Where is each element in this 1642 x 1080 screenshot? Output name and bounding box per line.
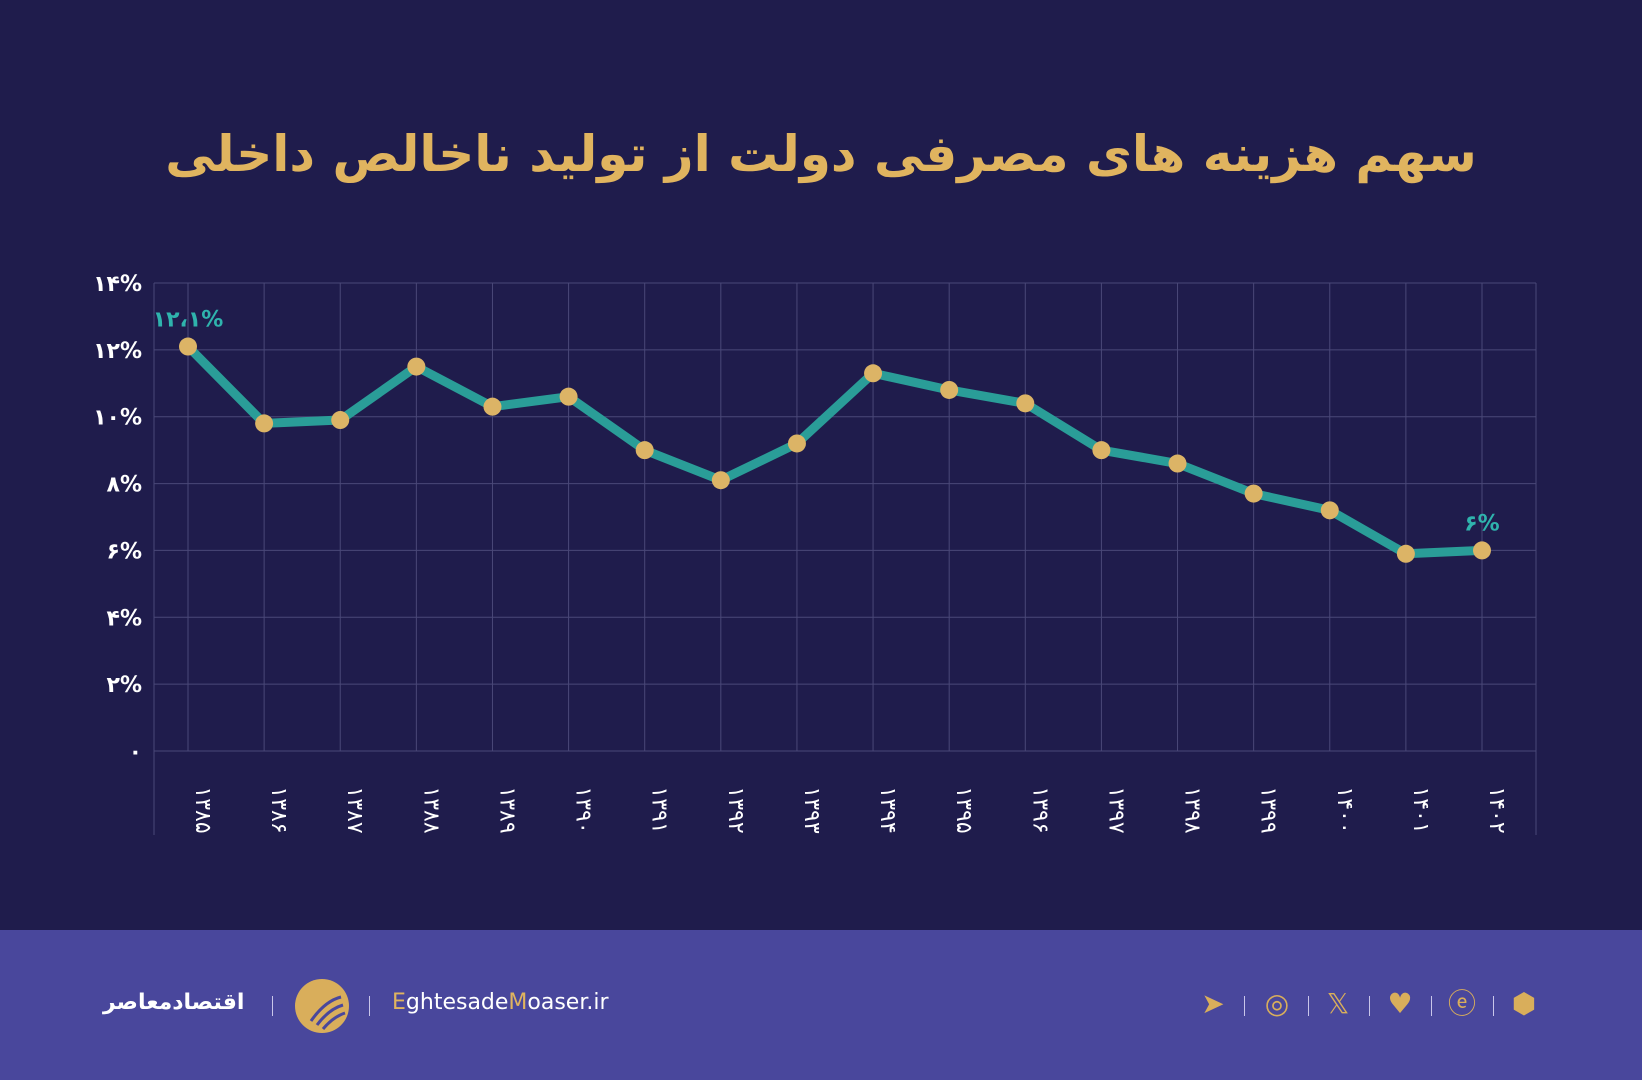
y-tick-label: ۱۰%	[93, 406, 142, 431]
brand-logo	[295, 979, 349, 1033]
x-tick-label: ۱۳۸۵	[190, 786, 215, 833]
website-link[interactable]: EghtesadeMoaser.ir	[392, 990, 609, 1015]
y-tick-label: ۱۲%	[93, 339, 142, 364]
data-point	[1168, 454, 1187, 473]
x-tick-label: ۱۳۹۷	[1103, 786, 1128, 833]
data-point	[179, 337, 197, 356]
data-point	[255, 414, 274, 433]
footer: اقتصادمعاصر EghtesadeMoaser.ir ➤ ◎ 𝕏 ♥ ⓔ ⬢	[0, 930, 1642, 1080]
data-point	[1320, 501, 1339, 520]
x-tick-label: ۱۳۹۴	[875, 786, 900, 833]
data-point	[1092, 441, 1111, 460]
brand-name: اقتصادمعاصر	[103, 990, 245, 1015]
x-tick-label: ۱۳۹۲	[723, 786, 748, 833]
telegram-icon[interactable]: ➤	[1201, 987, 1225, 1020]
data-point	[483, 397, 502, 416]
x-tick-label: ۱۳۹۳	[799, 786, 824, 833]
data-point	[1473, 541, 1491, 560]
data-point	[407, 357, 426, 376]
y-tick-label: ۰	[129, 740, 142, 765]
x-tick-label: ۱۳۹۱	[647, 786, 672, 833]
data-label: ۶%	[1464, 511, 1499, 536]
x-tick-label: ۱۳۹۸	[1180, 786, 1205, 833]
y-tick-label: ۴%	[107, 606, 142, 631]
divider	[1308, 996, 1309, 1016]
x-tick-label: ۱۳۸۶	[266, 786, 291, 833]
data-point	[787, 434, 806, 453]
data-point	[559, 387, 578, 406]
data-point	[1396, 544, 1415, 563]
divider	[1431, 996, 1432, 1016]
y-tick-label: ۲%	[107, 673, 142, 698]
line-chart: ۰ ۲% ۴% ۶% ۸% ۱۰% ۱۲% ۱۴% ۱۳۸۵ ۱۳۸۶ ۱۳۸۷ ۱۳۸۸ ۱۳۸۹ ۱۳…	[93, 272, 1537, 835]
y-tick-label: ۶%	[107, 539, 142, 564]
eitaa-icon[interactable]: ⓔ	[1447, 987, 1476, 1020]
y-tick-label: ۸%	[107, 473, 142, 498]
x-tick-label: ۱۴۰۲	[1484, 786, 1509, 833]
rubika-icon[interactable]: ⬢	[1511, 987, 1537, 1020]
series-line	[184, 343, 1483, 559]
data-point	[331, 411, 350, 430]
data-label: ۱۲،۱%	[153, 308, 224, 333]
divider	[1369, 996, 1370, 1016]
bale-icon[interactable]: ♥	[1387, 987, 1413, 1020]
x-tick-label: ۱۳۸۹	[494, 786, 519, 833]
x-tick-label: ۱۳۸۷	[342, 786, 367, 833]
x-tick-label: ۱۴۰۰	[1332, 786, 1357, 833]
divider	[1244, 996, 1245, 1016]
chart-title: سهم هزینه های مصرفی دولت از تولید ناخالص…	[165, 125, 1477, 183]
x-tick-label: ۱۳۹۰	[571, 786, 596, 833]
x-tick-label: ۱۳۹۹	[1256, 786, 1281, 833]
x-icon[interactable]: 𝕏	[1326, 987, 1350, 1020]
y-tick-label: ۱۴%	[93, 272, 142, 297]
x-tick-label: ۱۳۹۶	[1027, 786, 1052, 833]
data-point	[940, 380, 959, 399]
data-point	[1244, 484, 1263, 503]
data-point	[1016, 394, 1035, 413]
instagram-icon[interactable]: ◎	[1264, 987, 1290, 1020]
divider	[369, 996, 370, 1016]
data-point	[711, 471, 730, 490]
x-tick-label: ۱۴۰۱	[1408, 786, 1433, 833]
data-point	[864, 364, 883, 383]
divider	[1493, 996, 1494, 1016]
data-point	[635, 441, 654, 460]
x-tick-label: ۱۳۹۵	[951, 786, 976, 833]
x-tick-label: ۱۳۸۸	[418, 786, 443, 833]
divider	[272, 996, 273, 1016]
